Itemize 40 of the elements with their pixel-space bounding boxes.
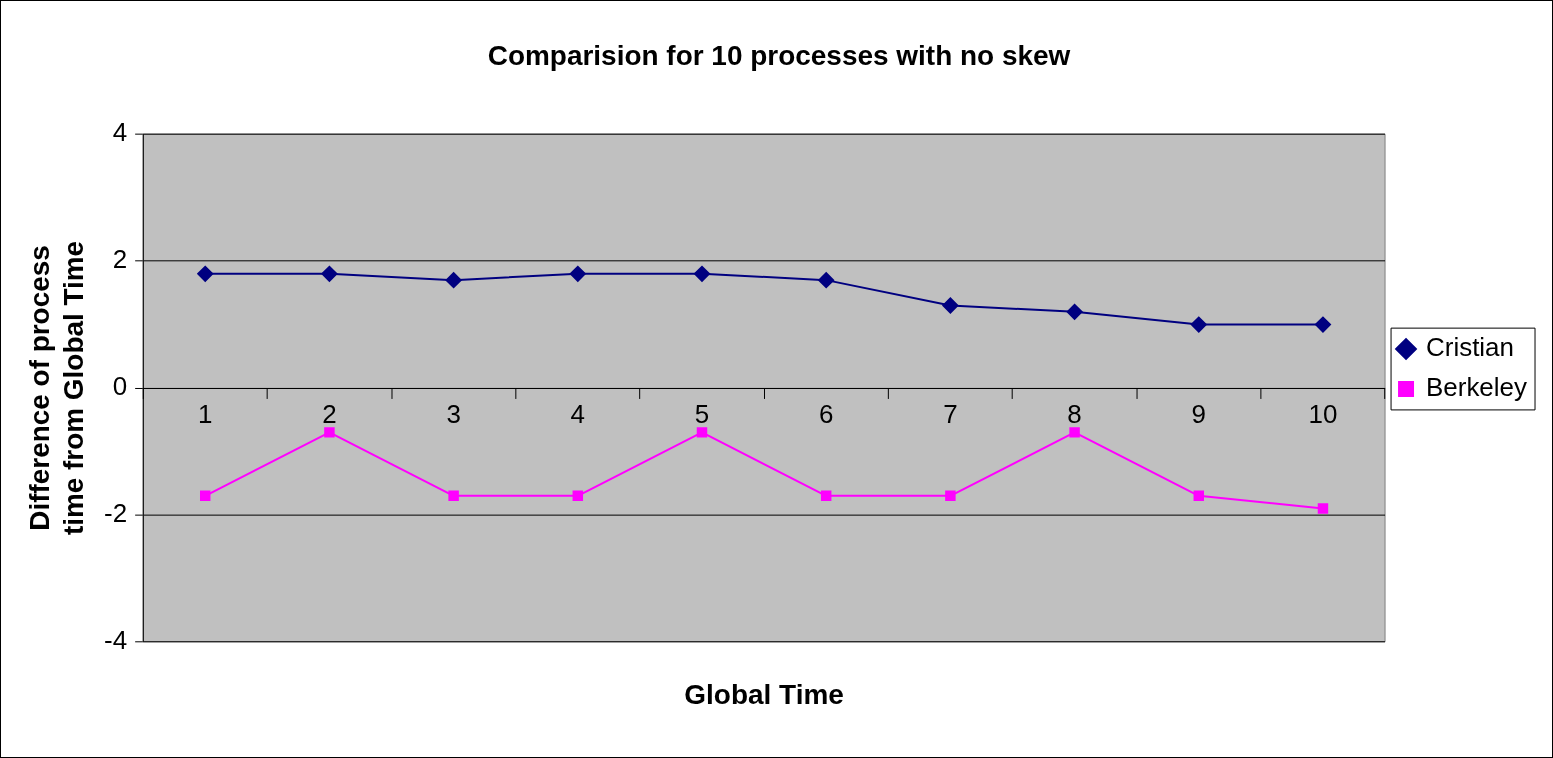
- y-tick-label: 0: [112, 372, 128, 401]
- y-axis-title: Difference of process time from Global Time: [24, 240, 90, 536]
- x-tick-label: 2: [322, 399, 337, 428]
- x-tick-label: 5: [694, 399, 710, 428]
- x-tick-label: 1: [198, 399, 213, 428]
- point: [569, 265, 586, 282]
- x-tick-label: 4: [570, 399, 586, 428]
- y-tick-label: 2: [112, 245, 128, 274]
- y-tick-label: -4: [104, 625, 128, 654]
- x-tick-label: 7: [943, 399, 958, 428]
- point: [1317, 503, 1329, 514]
- chart-title: Comparision for 10 processes with no skew: [487, 40, 1071, 72]
- point: [324, 427, 335, 438]
- x-tick-label: 6: [818, 399, 834, 428]
- x-tick-label: 3: [446, 399, 461, 428]
- point: [1190, 316, 1207, 333]
- x-tick-label: 8: [1067, 399, 1082, 428]
- x-axis-title: Global Time: [684, 679, 844, 711]
- legend-label: Cristian: [1426, 333, 1514, 362]
- point: [694, 265, 710, 282]
- y-tick-label: -2: [104, 499, 128, 527]
- point: [321, 265, 338, 282]
- point: [1314, 316, 1331, 333]
- point: [445, 272, 462, 289]
- point: [199, 490, 211, 502]
- point: [448, 490, 459, 502]
- point: [942, 297, 959, 314]
- point: [1069, 427, 1080, 438]
- point: [197, 265, 214, 282]
- point: [820, 490, 832, 502]
- x-tick-label: 10: [1308, 399, 1338, 428]
- point: [818, 272, 835, 289]
- x-tick-label: 9: [1191, 399, 1206, 428]
- y-tick-label: 4: [112, 118, 128, 147]
- legend-label: Berkeley: [1426, 373, 1528, 402]
- point: [1066, 303, 1083, 320]
- point: [945, 490, 956, 502]
- point: [572, 490, 584, 502]
- point: [696, 427, 708, 438]
- point: [1193, 490, 1205, 502]
